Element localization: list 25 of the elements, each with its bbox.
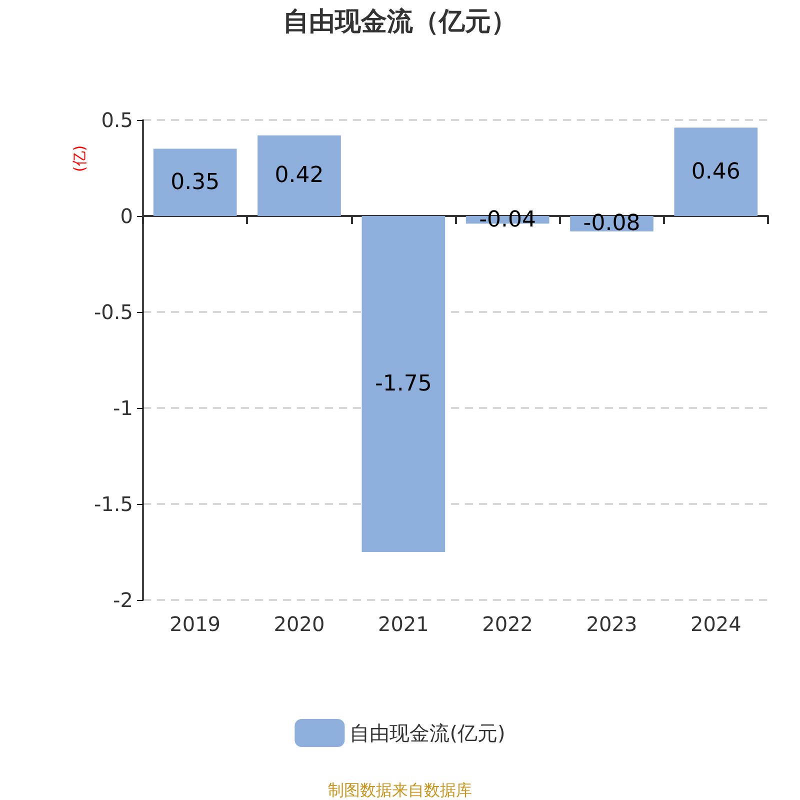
y-axis-title: (亿) bbox=[70, 145, 88, 172]
chart-title: 自由现金流（亿元） bbox=[283, 7, 517, 37]
data-label: -0.08 bbox=[583, 211, 640, 236]
y-tick-label: -2 bbox=[113, 588, 133, 612]
x-tick-label: 2020 bbox=[274, 612, 325, 636]
bar bbox=[258, 135, 341, 216]
x-tick-label: 2022 bbox=[482, 612, 534, 636]
x-tick-label: 2021 bbox=[378, 612, 429, 636]
data-label: 0.42 bbox=[274, 163, 324, 188]
bar bbox=[674, 128, 758, 216]
y-tick-label: 0.5 bbox=[101, 108, 133, 132]
x-tick-label: 2024 bbox=[690, 612, 742, 636]
y-tick-label: -1 bbox=[113, 396, 133, 420]
y-tick-label: 0 bbox=[120, 204, 133, 228]
legend-label: 自由现金流(亿元) bbox=[350, 721, 506, 745]
y-tick-label: -0.5 bbox=[94, 300, 133, 324]
bar bbox=[362, 216, 446, 552]
x-tick-label: 2019 bbox=[170, 612, 221, 636]
x-tick-label: 2023 bbox=[586, 612, 638, 636]
y-tick-label: -1.5 bbox=[94, 492, 133, 516]
bar bbox=[153, 148, 237, 216]
text: 制图数据来自数据库 bbox=[328, 780, 472, 800]
data-label: 0.35 bbox=[170, 170, 220, 195]
data-label: -1.75 bbox=[374, 372, 432, 396]
data-label: 0.46 bbox=[691, 159, 740, 184]
